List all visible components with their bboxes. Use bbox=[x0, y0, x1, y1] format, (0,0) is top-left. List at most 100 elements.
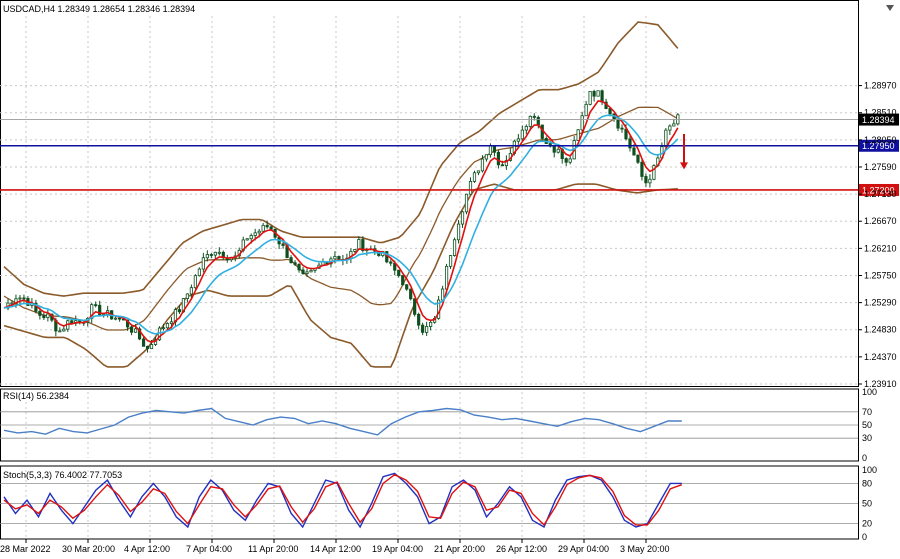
time-tick-label: 28 Mar 2022 bbox=[0, 544, 51, 554]
candle-body bbox=[397, 269, 401, 276]
bollinger-bands bbox=[3, 21, 679, 368]
candle-body bbox=[141, 338, 146, 347]
candle-body bbox=[520, 129, 524, 140]
candle-body bbox=[464, 193, 469, 213]
candle-body bbox=[337, 256, 341, 260]
candle-body bbox=[452, 239, 457, 256]
time-tick-label: 29 Apr 04:00 bbox=[558, 544, 609, 554]
candle-body bbox=[644, 176, 648, 184]
candle-body bbox=[504, 160, 508, 167]
candle-body bbox=[580, 115, 584, 131]
candle-body bbox=[421, 324, 425, 333]
current-price-label: 1.28394 bbox=[862, 115, 895, 125]
time-tick-label: 7 Apr 04:00 bbox=[186, 544, 232, 554]
candle-body bbox=[289, 257, 293, 264]
rsi-tick-label: 50 bbox=[862, 420, 872, 430]
price-tick-label: 1.27590 bbox=[864, 162, 897, 172]
candle-body bbox=[114, 317, 118, 320]
candle-body bbox=[584, 103, 588, 117]
candle-body bbox=[209, 254, 213, 256]
stoch-tick-label: 0 bbox=[862, 532, 867, 542]
candle-body bbox=[472, 172, 477, 182]
candle-body bbox=[664, 129, 668, 148]
candle-body bbox=[429, 321, 433, 327]
price-tick-label: 1.28510 bbox=[864, 108, 897, 118]
current-price-tag bbox=[859, 113, 899, 126]
time-tick-label: 3 May 20:00 bbox=[620, 544, 670, 554]
candle-body bbox=[333, 256, 337, 260]
time-tick-label: 14 Apr 12:00 bbox=[310, 544, 361, 554]
candle-body bbox=[62, 328, 66, 332]
candle-body bbox=[672, 123, 676, 127]
candle-body bbox=[524, 126, 528, 131]
stoch-panel-frame bbox=[0, 465, 859, 540]
candle-body bbox=[133, 328, 138, 333]
candle-body bbox=[440, 288, 445, 301]
candle-body bbox=[389, 261, 393, 264]
price-tick-label: 1.24370 bbox=[864, 352, 897, 362]
level-tag bbox=[859, 183, 899, 196]
candle-body bbox=[588, 90, 592, 105]
candle-body bbox=[201, 257, 205, 270]
candle-body bbox=[413, 298, 417, 315]
symbol-header: USDCAD,H4 1.28349 1.28654 1.28346 1.2839… bbox=[3, 4, 195, 14]
candle-body bbox=[596, 90, 600, 97]
candle-body bbox=[500, 164, 504, 167]
candle-body bbox=[353, 249, 357, 252]
time-tick-label: 19 Apr 04:00 bbox=[372, 544, 423, 554]
time-tick-label: 4 Apr 12:00 bbox=[124, 544, 170, 554]
candle-body bbox=[564, 158, 568, 163]
candle-body bbox=[608, 108, 612, 115]
price-tick-label: 1.25290 bbox=[864, 298, 897, 308]
rsi-tick-label: 100 bbox=[862, 387, 877, 397]
candle-body bbox=[169, 321, 174, 324]
grid bbox=[0, 0, 859, 540]
triangle-down-icon[interactable] bbox=[886, 5, 894, 11]
candle-body bbox=[528, 115, 532, 127]
level-tag-label: 1.27200 bbox=[862, 185, 895, 195]
candle-body bbox=[189, 287, 193, 295]
candle-body bbox=[480, 158, 485, 172]
candle-body bbox=[592, 90, 596, 97]
moving-averages bbox=[3, 100, 679, 343]
time-tick-label: 11 Apr 20:00 bbox=[248, 544, 298, 554]
candle-body bbox=[460, 211, 465, 225]
rsi-title: RSI(14) 56.2384 bbox=[3, 391, 69, 401]
price-tick-label: 1.28970 bbox=[864, 81, 897, 91]
candle-body bbox=[425, 326, 429, 333]
candle-body bbox=[257, 230, 261, 234]
ma-slow-line bbox=[3, 114, 679, 335]
stoch-title: Stoch(5,3,3) 76.4002 77.7053 bbox=[3, 470, 122, 480]
price-tick-label: 1.27130 bbox=[864, 189, 897, 199]
candle-body bbox=[193, 275, 197, 289]
price-tick-label: 1.23910 bbox=[864, 379, 897, 389]
rsi-series-0 bbox=[3, 407, 682, 436]
candle-body bbox=[468, 181, 473, 195]
stoch-tick-label: 100 bbox=[862, 465, 877, 475]
candle-body bbox=[118, 317, 122, 320]
candle-body bbox=[185, 293, 190, 299]
rsi-tick-label: 0 bbox=[862, 453, 867, 463]
candle-body bbox=[532, 115, 536, 118]
candle-body bbox=[401, 275, 405, 286]
candle-body bbox=[476, 170, 481, 174]
candle-body bbox=[10, 302, 14, 305]
price-tick-label: 1.28050 bbox=[864, 135, 897, 145]
candle-body bbox=[305, 271, 309, 274]
candle-body bbox=[253, 232, 257, 236]
candle-body bbox=[126, 319, 130, 328]
candle-body bbox=[18, 297, 22, 300]
candle-body bbox=[632, 147, 636, 156]
candle-body bbox=[492, 145, 497, 153]
stoch-tick-label: 80 bbox=[862, 478, 872, 488]
candle-body bbox=[484, 154, 489, 160]
horizontal-levels[interactable]: 1.27950 1.27200 1.28394 bbox=[0, 113, 899, 196]
candle-body bbox=[129, 326, 134, 333]
candle-body bbox=[357, 239, 361, 250]
candle-body bbox=[405, 284, 409, 290]
candle-body bbox=[269, 226, 273, 230]
main-panel-frame bbox=[0, 0, 859, 387]
candle-body bbox=[245, 238, 249, 241]
candle-body bbox=[197, 268, 201, 277]
